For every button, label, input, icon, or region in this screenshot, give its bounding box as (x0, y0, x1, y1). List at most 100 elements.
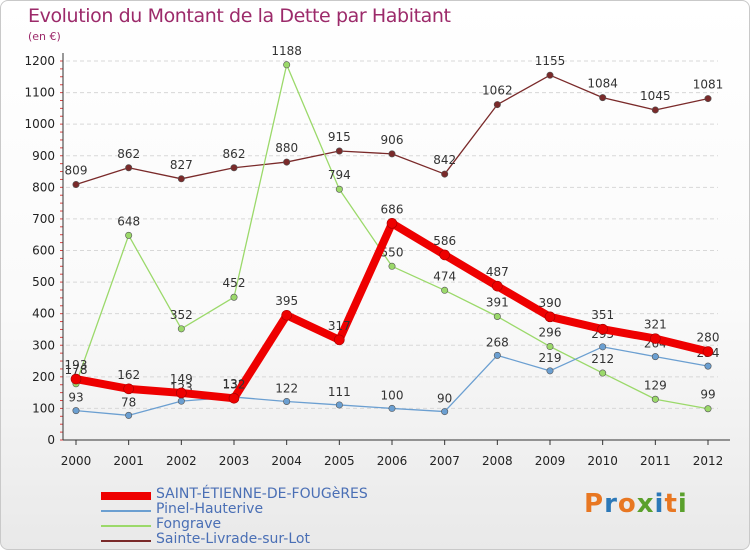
data-point (72, 180, 80, 188)
data-point (439, 249, 450, 261)
data-point (544, 311, 556, 323)
data-point (704, 405, 712, 413)
data-label: 90 (437, 392, 452, 406)
data-point (651, 106, 659, 114)
legend-swatch (101, 540, 151, 542)
data-label: 390 (539, 296, 562, 310)
y-tick-label: 1000 (24, 117, 55, 131)
data-point (651, 395, 659, 403)
data-point (704, 362, 712, 370)
data-label: 1081 (693, 78, 724, 92)
data-point (651, 353, 659, 361)
data-label: 395 (275, 294, 298, 308)
y-tick-label: 800 (32, 180, 55, 194)
x-tick-label: 2007 (429, 454, 460, 468)
data-label: 351 (591, 308, 614, 322)
y-tick-label: 500 (32, 275, 55, 289)
data-point (334, 334, 345, 346)
x-tick-label: 2000 (61, 454, 92, 468)
logo-letter: t (664, 489, 678, 519)
x-tick-label: 2004 (271, 454, 302, 468)
y-tick-label: 700 (32, 212, 55, 226)
x-tick-label: 2005 (324, 454, 355, 468)
logo-letter: x (636, 489, 655, 519)
data-label: 321 (644, 318, 667, 332)
y-tick-label: 400 (32, 307, 55, 321)
logo-letter: o (617, 489, 637, 519)
logo-letter: r (604, 489, 618, 519)
y-tick-label: 100 (32, 401, 55, 415)
data-label: 1155 (535, 54, 566, 68)
data-label: 352 (170, 308, 193, 322)
data-point (599, 343, 607, 351)
legend-swatch (101, 525, 151, 527)
data-label: 78 (121, 395, 136, 409)
data-point (441, 408, 449, 416)
data-label: 1062 (482, 84, 513, 98)
data-label: 162 (117, 368, 140, 382)
data-point (546, 71, 554, 79)
data-label: 452 (223, 276, 246, 290)
data-point (702, 346, 714, 357)
data-label: 178 (65, 363, 88, 377)
data-point (493, 101, 501, 109)
x-tick-label: 2011 (640, 454, 671, 468)
data-point (177, 175, 185, 183)
data-label: 586 (433, 234, 456, 248)
legend-label: SAINT-ÉTIENNE-DE-FOUGèRES (156, 486, 368, 502)
data-label: 132 (223, 377, 246, 391)
data-label: 794 (328, 168, 351, 182)
data-point (176, 387, 187, 399)
legend-swatch (101, 492, 151, 500)
data-label: 122 (275, 381, 298, 395)
data-point (335, 147, 343, 155)
data-label: 550 (381, 245, 404, 259)
data-point (335, 401, 343, 409)
legend-label: Sainte-Livrade-sur-Lot (156, 531, 310, 547)
data-point (597, 323, 608, 335)
data-label: 93 (68, 391, 83, 405)
data-point (283, 397, 291, 405)
logo-letter: P (584, 489, 605, 519)
y-tick-label: 900 (32, 149, 55, 163)
legend-label: Pinel-Hauterive (156, 501, 264, 517)
data-label: 280 (697, 331, 720, 345)
data-point (441, 170, 449, 178)
data-label: 474 (433, 269, 456, 283)
data-label: 1188 (271, 44, 302, 58)
logo-letter: i (654, 489, 665, 519)
data-point (123, 383, 134, 395)
data-point (492, 280, 503, 292)
data-point (599, 94, 607, 102)
data-point (177, 397, 185, 405)
y-tick-label: 200 (32, 370, 55, 384)
data-label: 915 (328, 130, 351, 144)
data-label: 809 (65, 163, 88, 177)
legend-swatch (101, 510, 151, 512)
data-point (493, 313, 501, 321)
data-point (283, 158, 291, 166)
data-point (388, 404, 396, 412)
data-point (546, 343, 554, 351)
data-label: 111 (328, 385, 351, 399)
data-point (177, 325, 185, 333)
data-label: 212 (591, 352, 614, 366)
data-label: 880 (275, 141, 298, 155)
data-point (230, 293, 238, 301)
data-point (546, 367, 554, 375)
data-point (228, 393, 240, 404)
y-tick-label: 600 (32, 244, 55, 258)
data-point (388, 150, 396, 158)
data-label: 648 (117, 214, 140, 228)
data-label: 149 (170, 372, 193, 386)
x-tick-label: 2002 (166, 454, 197, 468)
data-label: 827 (170, 158, 193, 172)
y-tick-label: 1200 (24, 54, 55, 68)
data-label: 268 (486, 335, 509, 349)
data-point (650, 333, 661, 344)
x-tick-label: 2010 (587, 454, 618, 468)
data-point (493, 351, 501, 359)
data-point (704, 95, 712, 103)
